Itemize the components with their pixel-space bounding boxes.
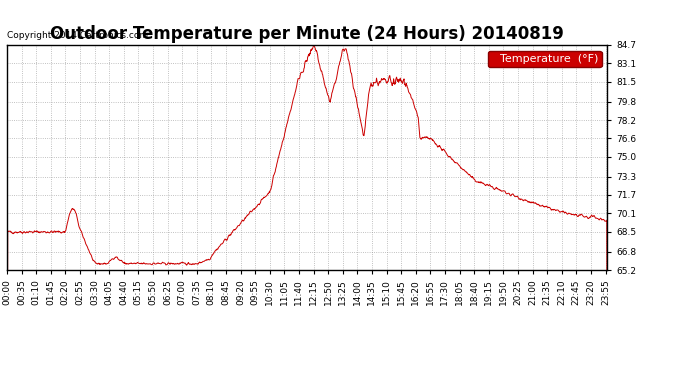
Title: Outdoor Temperature per Minute (24 Hours) 20140819: Outdoor Temperature per Minute (24 Hours… xyxy=(50,26,564,44)
Legend: Temperature  (°F): Temperature (°F) xyxy=(488,51,602,67)
Text: Copyright 2014 Cartronics.com: Copyright 2014 Cartronics.com xyxy=(7,32,148,40)
